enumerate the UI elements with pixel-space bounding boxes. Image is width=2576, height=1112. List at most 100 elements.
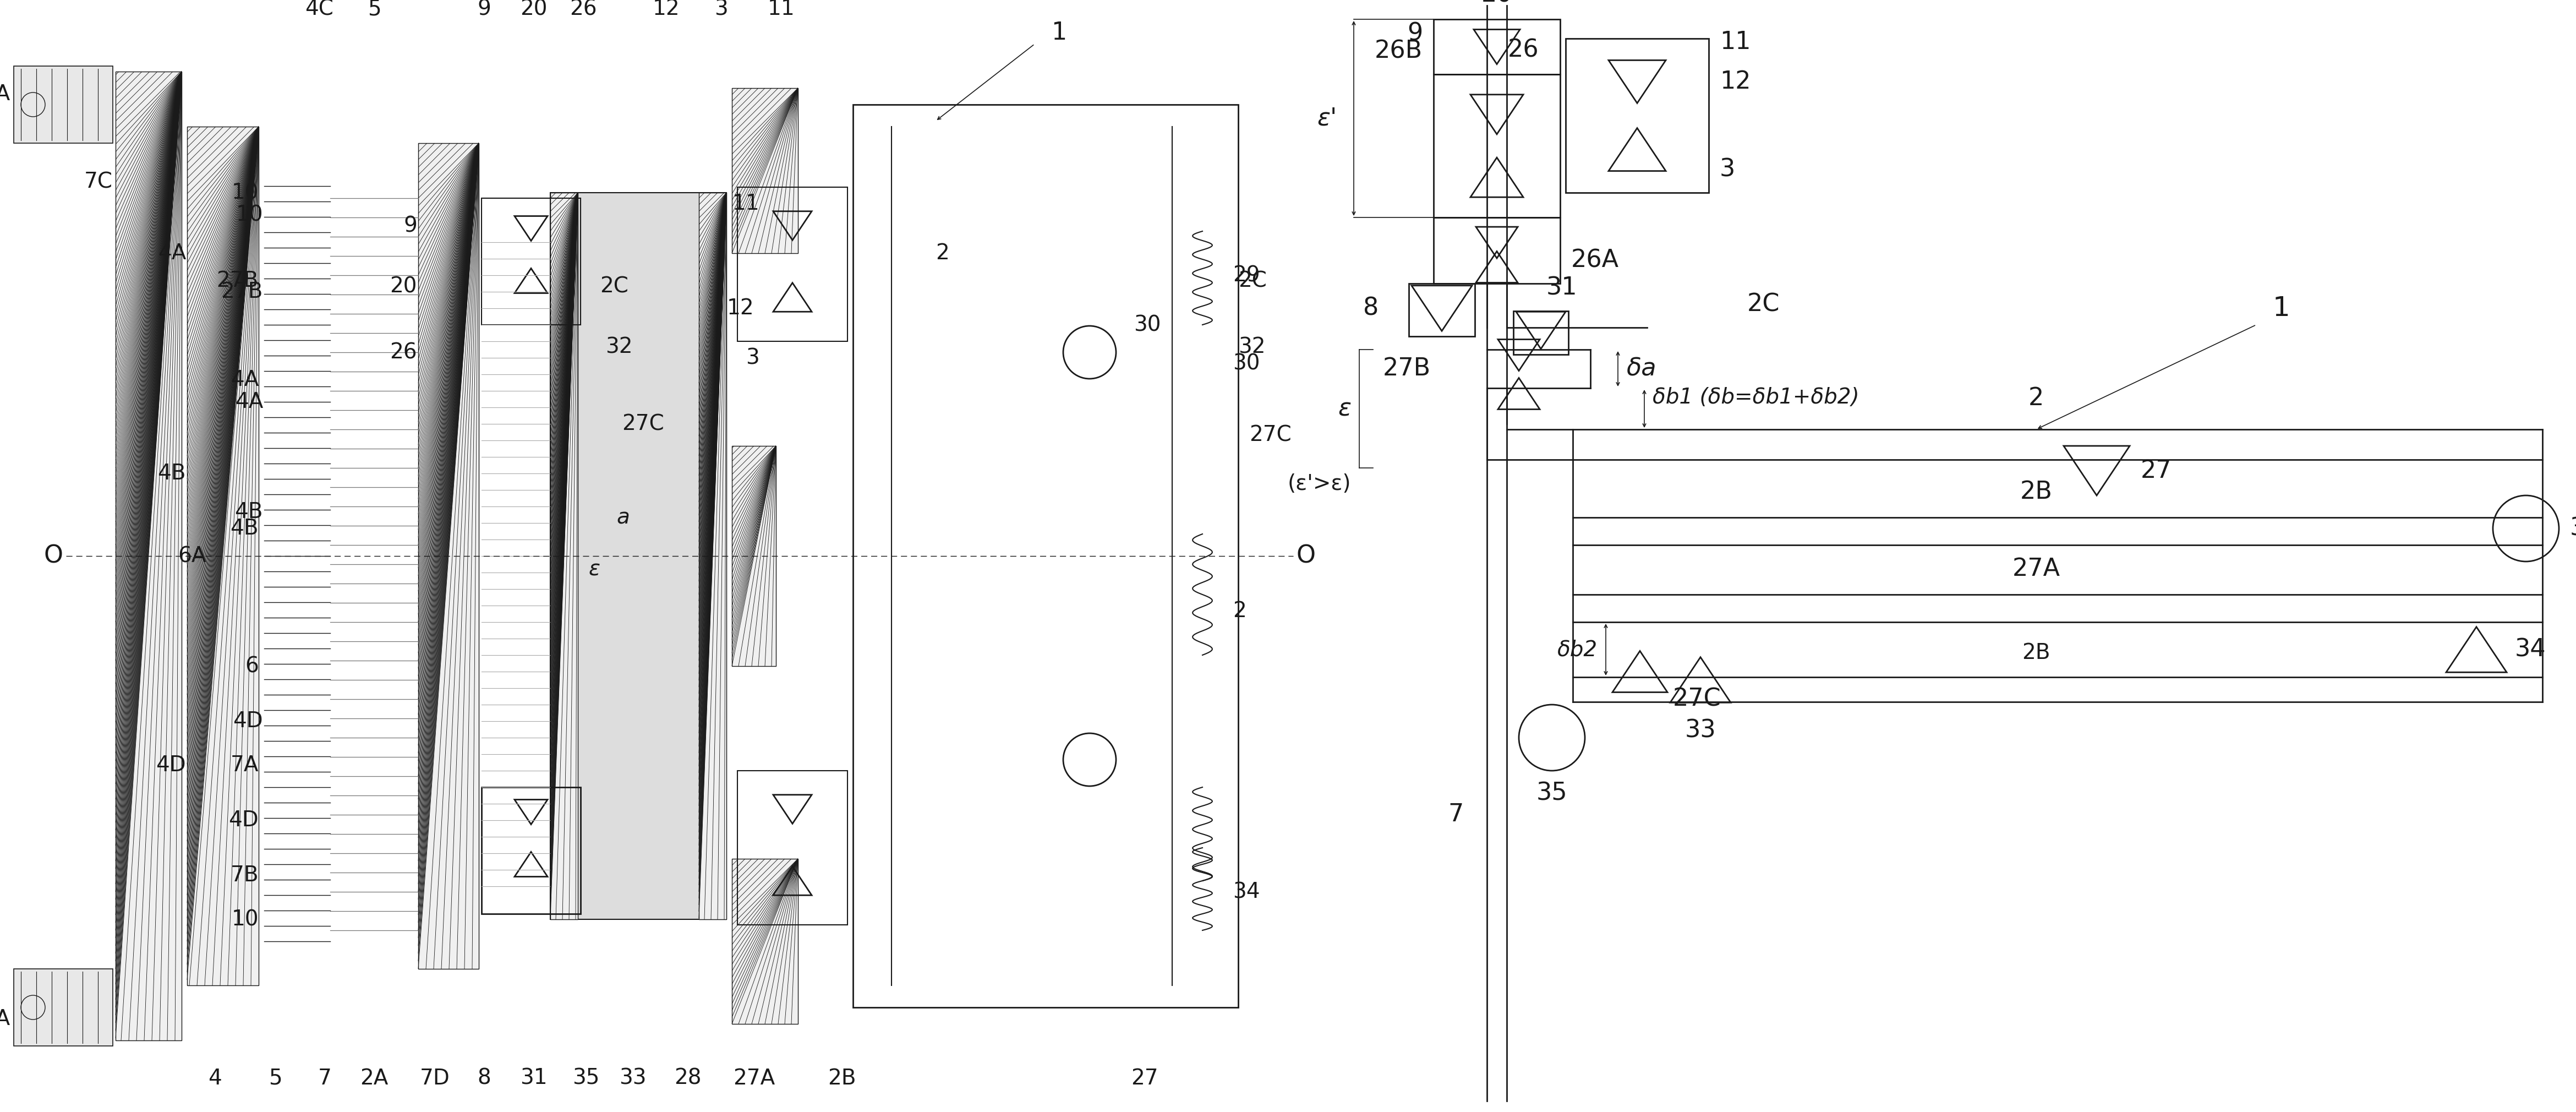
- Text: 5A: 5A: [0, 1007, 10, 1029]
- Text: 32: 32: [605, 336, 634, 357]
- Text: 4D: 4D: [232, 711, 263, 732]
- Text: 12: 12: [1721, 70, 1752, 93]
- Text: 27B: 27B: [222, 281, 263, 302]
- Text: 12: 12: [652, 0, 680, 19]
- Bar: [737, 187, 848, 341]
- Text: 2: 2: [1234, 600, 1247, 622]
- Text: 27B: 27B: [1383, 357, 1430, 380]
- Text: 2A: 2A: [361, 1068, 389, 1089]
- Text: 27C: 27C: [621, 414, 665, 435]
- Text: 1: 1: [1051, 21, 1066, 44]
- Text: ε': ε': [1316, 107, 1337, 130]
- Text: 9: 9: [1406, 22, 1422, 46]
- Text: 4B: 4B: [157, 463, 185, 484]
- Text: 5A: 5A: [0, 83, 10, 105]
- Text: 11: 11: [732, 193, 760, 215]
- Text: 10: 10: [232, 909, 258, 930]
- Text: 35: 35: [572, 1068, 600, 1089]
- Text: 7A: 7A: [229, 755, 258, 776]
- Text: 6A: 6A: [178, 546, 206, 566]
- Text: 4A: 4A: [157, 242, 185, 264]
- Text: ε: ε: [1337, 397, 1350, 420]
- Text: 27: 27: [1131, 1068, 1159, 1089]
- Text: 3: 3: [714, 0, 726, 19]
- Text: δb2: δb2: [1558, 639, 1597, 661]
- Text: 4D: 4D: [229, 810, 258, 831]
- Text: 30: 30: [1133, 315, 1162, 335]
- Text: 10: 10: [237, 205, 263, 225]
- Bar: [732, 858, 799, 1024]
- Text: 8: 8: [1363, 297, 1378, 320]
- Text: 8: 8: [477, 1068, 492, 1089]
- Bar: [417, 143, 479, 969]
- Text: 11: 11: [1721, 30, 1752, 54]
- Text: 26B: 26B: [1376, 40, 1422, 63]
- Text: 7: 7: [317, 1068, 332, 1089]
- Text: 2C: 2C: [1747, 292, 1780, 317]
- Bar: [13, 969, 113, 1046]
- Text: 6: 6: [245, 656, 258, 676]
- Text: 33: 33: [1685, 718, 1716, 742]
- Text: 7B: 7B: [229, 865, 258, 886]
- Text: 35: 35: [1535, 782, 1566, 805]
- Text: 4D: 4D: [157, 755, 185, 776]
- Text: 3: 3: [747, 347, 760, 368]
- Text: 4: 4: [209, 1068, 222, 1089]
- Text: O: O: [44, 544, 64, 568]
- Bar: [1409, 284, 1476, 337]
- Text: 3: 3: [1721, 158, 1736, 181]
- Text: 7: 7: [1448, 803, 1463, 826]
- Text: 30: 30: [1234, 353, 1260, 374]
- Text: 27C: 27C: [1249, 425, 1291, 445]
- Bar: [737, 771, 848, 925]
- Text: 32: 32: [1239, 336, 1265, 357]
- Bar: [482, 787, 580, 914]
- Text: (ε'>ε): (ε'>ε): [1288, 474, 1350, 495]
- Bar: [1435, 75, 1561, 218]
- Text: 12: 12: [726, 298, 755, 319]
- Bar: [188, 127, 258, 985]
- Bar: [1566, 39, 1708, 192]
- Text: 9: 9: [477, 0, 492, 19]
- Text: 28: 28: [675, 1068, 701, 1089]
- Bar: [1435, 19, 1561, 75]
- Text: 33: 33: [618, 1068, 647, 1089]
- Text: 20: 20: [389, 276, 417, 297]
- Text: 20: 20: [520, 0, 549, 19]
- Text: 4C: 4C: [304, 0, 332, 19]
- Bar: [853, 105, 1239, 1007]
- Text: 7C: 7C: [85, 171, 113, 192]
- Circle shape: [1064, 326, 1115, 379]
- Text: δb1 (δb=δb1+δb2): δb1 (δb=δb1+δb2): [1654, 387, 1860, 408]
- Bar: [551, 192, 577, 920]
- Text: 2: 2: [935, 242, 948, 264]
- Text: 5: 5: [368, 0, 381, 19]
- Text: O: O: [1296, 544, 1316, 568]
- Text: 27C: 27C: [1672, 687, 1721, 711]
- Text: 7D: 7D: [420, 1068, 451, 1089]
- Bar: [551, 192, 726, 920]
- Text: 2B: 2B: [2022, 643, 2050, 664]
- Text: ε: ε: [587, 558, 600, 579]
- Bar: [482, 198, 580, 325]
- Bar: [698, 192, 726, 920]
- Text: 27B: 27B: [216, 270, 258, 291]
- Text: 31: 31: [520, 1068, 549, 1089]
- Text: 34: 34: [2514, 638, 2545, 662]
- Text: 2B: 2B: [2020, 480, 2053, 504]
- Text: 4B: 4B: [229, 518, 258, 539]
- Text: 10: 10: [232, 182, 258, 203]
- Circle shape: [1064, 733, 1115, 786]
- Text: 2B: 2B: [827, 1068, 855, 1089]
- Text: 34: 34: [1234, 882, 1260, 902]
- Bar: [13, 66, 113, 143]
- Text: 9: 9: [404, 216, 417, 236]
- Text: 26: 26: [1507, 39, 1538, 62]
- Text: δa: δa: [1625, 357, 1656, 380]
- Text: 31: 31: [1546, 277, 1577, 300]
- Text: 4B: 4B: [234, 502, 263, 523]
- Bar: [732, 88, 799, 254]
- Text: 27A: 27A: [734, 1068, 775, 1089]
- Text: 2: 2: [2027, 387, 2043, 410]
- Text: 5: 5: [268, 1068, 281, 1089]
